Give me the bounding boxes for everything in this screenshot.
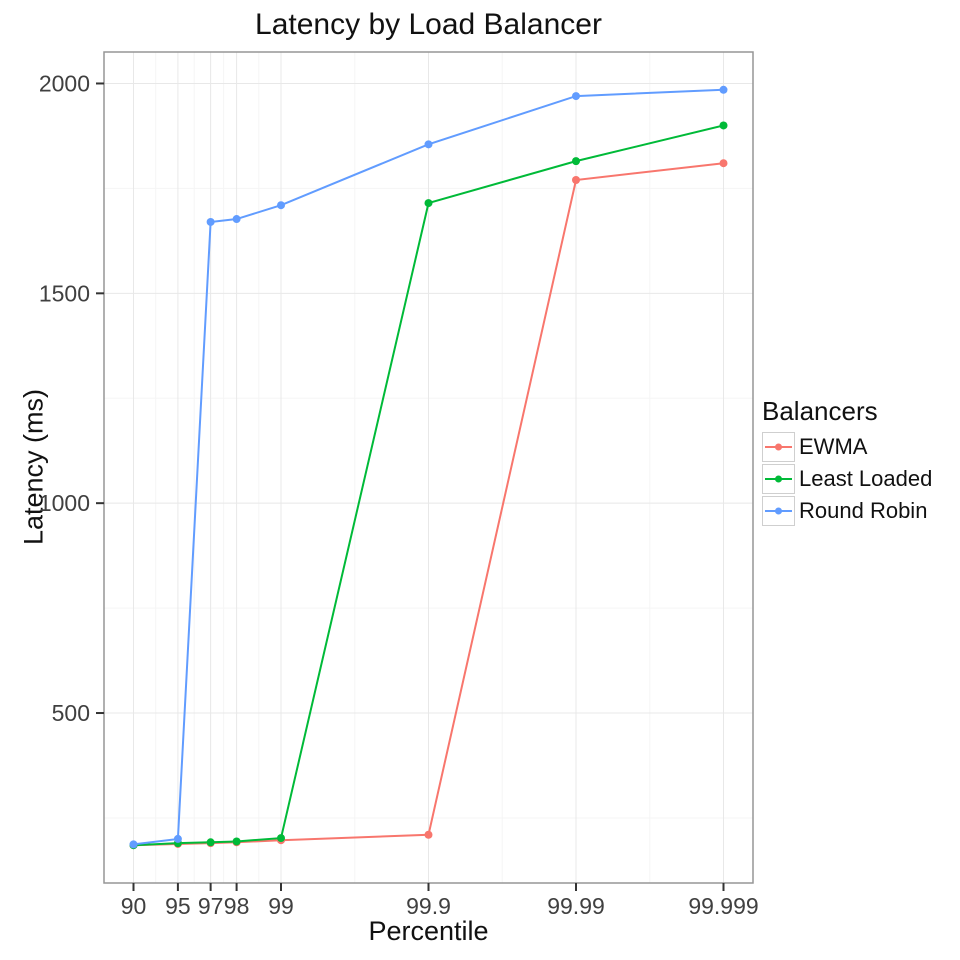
x-tick-label: 99.99 — [547, 893, 605, 919]
series-point-round-robin — [173, 834, 182, 843]
legend: Balancers EWMA Least Loaded Round Robin — [762, 396, 932, 528]
x-tick-label: 95 — [165, 893, 191, 919]
y-tick-label: 500 — [52, 700, 90, 726]
series-point-least-loaded — [719, 121, 728, 130]
x-tick-label: 98 — [224, 893, 250, 919]
series-point-ewma — [572, 176, 580, 185]
series-point-round-robin — [277, 201, 285, 210]
series-point-round-robin — [719, 85, 728, 94]
series-point-least-loaded — [277, 834, 285, 843]
series-point-least-loaded — [206, 838, 215, 847]
legend-label: Least Loaded — [799, 466, 933, 491]
x-axis-title: Percentile — [368, 916, 489, 946]
series-point-round-robin — [232, 215, 241, 224]
chart-title: Latency by Load Balancer — [255, 8, 602, 41]
y-tick-label: 1500 — [39, 280, 90, 306]
x-tick-label: 90 — [121, 893, 147, 919]
series-point-least-loaded — [572, 157, 580, 166]
x-tick-label: 97 — [198, 893, 224, 919]
y-tick-label: 2000 — [39, 70, 90, 96]
x-tick-label: 99.9 — [406, 893, 451, 919]
legend-entries: EWMA Least Loaded Round Robin — [762, 432, 932, 526]
series-line-round-robin — [133, 88, 724, 846]
legend-title: Balancers — [762, 396, 878, 426]
x-tick-label: 99 — [268, 893, 294, 919]
series-point-round-robin — [572, 92, 580, 101]
series-point-round-robin — [424, 140, 433, 149]
series-point-least-loaded — [424, 199, 433, 208]
legend-entry-least-loaded: Least Loaded — [762, 464, 932, 494]
series-point-round-robin — [129, 840, 138, 849]
series-point-ewma — [719, 159, 728, 168]
legend-entry-round-robin: Round Robin — [762, 496, 932, 526]
legend-key-icon — [762, 496, 795, 526]
x-tick-label: 99.999 — [688, 893, 758, 919]
legend-label: Round Robin — [799, 498, 928, 523]
legend-entry-ewma: EWMA — [762, 432, 932, 462]
series-point-least-loaded — [232, 837, 241, 846]
legend-label: EWMA — [799, 434, 868, 459]
series-line-least-loaded — [133, 124, 724, 847]
y-tick-label: 1000 — [39, 490, 90, 516]
legend-key-icon — [762, 432, 795, 462]
series-point-ewma — [424, 830, 433, 839]
series-point-round-robin — [206, 217, 215, 226]
legend-key-icon — [762, 464, 795, 494]
